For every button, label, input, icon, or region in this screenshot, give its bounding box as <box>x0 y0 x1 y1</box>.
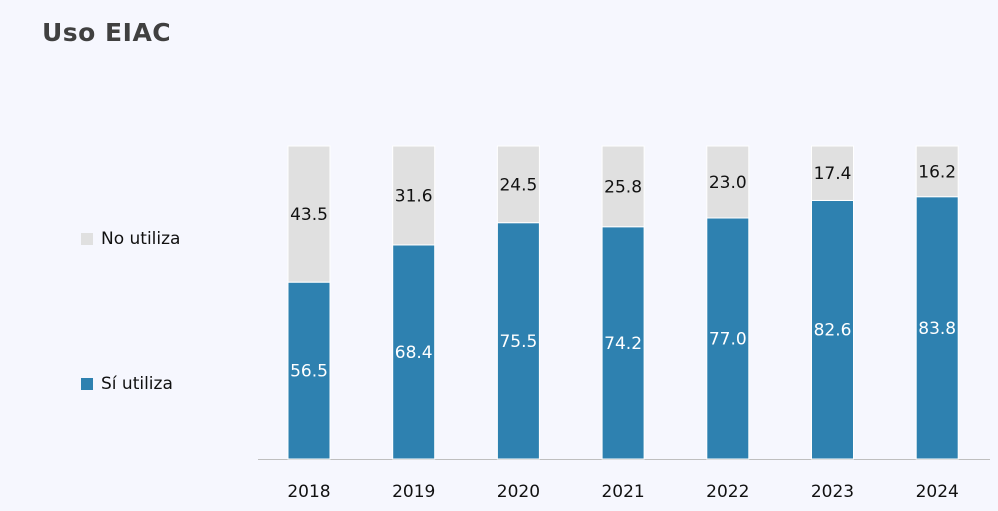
x-tick-label-2019: 2019 <box>392 482 435 502</box>
legend-label-si-utiliza: Sí utiliza <box>101 374 173 394</box>
bar-segment-2020-si <box>496 222 540 460</box>
x-tick-label-2020: 2020 <box>497 482 540 502</box>
data-label-2018-si: 56.5 <box>290 362 328 382</box>
x-tick-label-2018: 2018 <box>287 482 330 502</box>
data-label-2019-si: 68.4 <box>395 343 433 363</box>
bar-segment-2020-no <box>496 145 540 224</box>
bar-segment-2024-si <box>915 196 959 460</box>
data-label-2020-si: 75.5 <box>499 332 537 352</box>
bar-segment-2019-si <box>392 244 436 460</box>
x-tick-label-2023: 2023 <box>811 482 854 502</box>
bar-segment-2018-no <box>287 145 331 283</box>
bar-segment-2019-no <box>392 145 436 246</box>
data-label-2021-no: 25.8 <box>604 177 642 197</box>
data-label-2019-no: 31.6 <box>395 186 433 206</box>
legend-item-no-utiliza: No utiliza <box>81 229 180 249</box>
data-label-2020-no: 24.5 <box>499 175 537 195</box>
chart-title: Uso EIAC <box>42 18 172 47</box>
legend-swatch-no-utiliza <box>81 233 93 245</box>
bar-segment-2023-no <box>811 145 854 201</box>
data-label-2024-no: 16.2 <box>918 162 956 182</box>
x-tick-label-2024: 2024 <box>916 482 959 502</box>
data-label-2024-si: 83.8 <box>918 319 956 339</box>
bar-segment-2021-no <box>601 145 645 228</box>
bar-segment-2018-si <box>287 281 331 460</box>
data-label-2023-si: 82.6 <box>814 321 852 341</box>
data-label-2018-no: 43.5 <box>290 205 328 225</box>
bar-segment-2022-si <box>706 217 750 460</box>
bar-segment-2024-no <box>915 145 959 198</box>
x-tick-label-2022: 2022 <box>706 482 749 502</box>
legend-label-no-utiliza: No utiliza <box>101 229 181 249</box>
data-label-2021-si: 74.2 <box>604 334 642 354</box>
legend-swatch-si-utiliza <box>81 378 93 390</box>
bar-segment-2022-no <box>706 145 750 219</box>
data-label-2022-si: 77.0 <box>709 329 747 349</box>
bar-segment-2023-si <box>811 199 854 460</box>
x-tick-label-2021: 2021 <box>601 482 644 502</box>
legend-item-si-utiliza: Sí utiliza <box>81 374 173 394</box>
bar-segment-2021-si <box>601 226 645 460</box>
data-label-2022-no: 23.0 <box>709 173 747 193</box>
data-label-2023-no: 17.4 <box>814 164 852 184</box>
